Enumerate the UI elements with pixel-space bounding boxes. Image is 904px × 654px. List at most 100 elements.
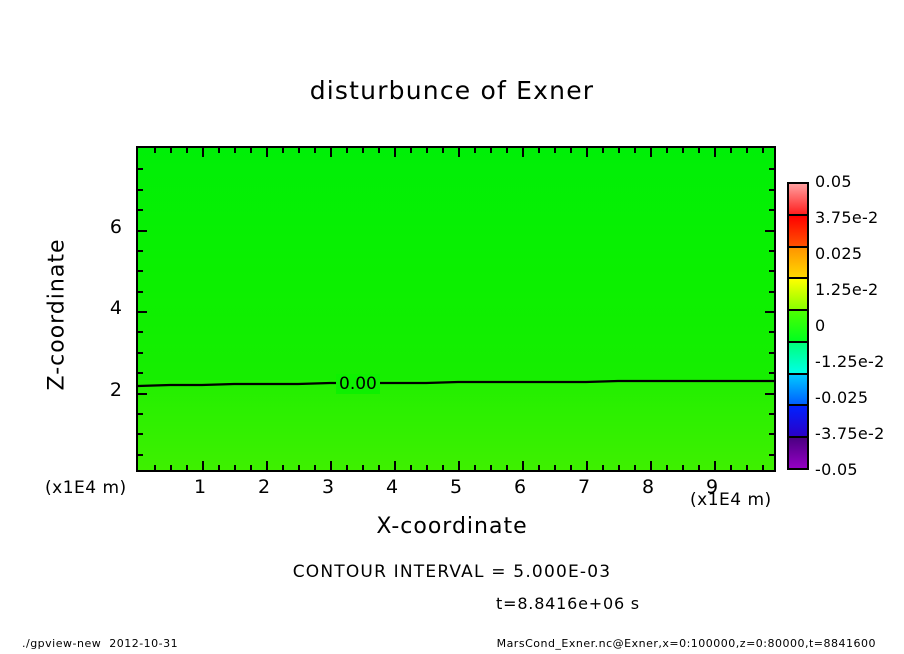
- tick-mark: [202, 461, 204, 470]
- tick-mark: [250, 148, 252, 153]
- tick-mark: [138, 412, 143, 415]
- tick-mark: [765, 311, 774, 313]
- tick-mark: [218, 148, 220, 153]
- colorbar-tick-label: -1.25e-2: [815, 352, 885, 371]
- contour-value-label: 0.00: [336, 374, 380, 394]
- tick-mark: [769, 209, 774, 212]
- colorbar-tick-label: -0.05: [815, 460, 858, 479]
- tick-mark: [362, 465, 364, 470]
- tick-mark: [769, 290, 774, 293]
- tick-mark: [138, 433, 143, 436]
- tick-mark: [138, 311, 147, 313]
- tick-mark: [138, 270, 143, 273]
- tick-mark: [426, 148, 428, 153]
- tick-mark: [554, 465, 556, 470]
- tick-mark: [618, 148, 620, 153]
- tick-mark: [138, 351, 143, 354]
- x-axis-unit-label: (x1E4 m): [690, 490, 772, 510]
- tick-mark: [602, 465, 604, 470]
- colorbar-band: [789, 311, 807, 343]
- tick-mark: [202, 148, 204, 157]
- tick-mark: [714, 148, 716, 157]
- tick-mark: [634, 148, 636, 153]
- tick-mark: [378, 148, 380, 153]
- tick-mark: [442, 148, 444, 153]
- tick-mark: [650, 148, 652, 157]
- tick-mark: [170, 148, 172, 153]
- tick-mark: [282, 465, 284, 470]
- tick-mark: [769, 270, 774, 273]
- tick-mark: [154, 148, 156, 153]
- colorbar-band: [789, 215, 807, 248]
- tick-mark: [730, 148, 732, 153]
- y-tick-label: 2: [109, 378, 122, 401]
- colorbar: [787, 182, 809, 470]
- colorbar-band: [789, 247, 807, 280]
- tick-mark: [490, 465, 492, 470]
- colorbar-tick-labels: 0.05 3.75e-2 0.025 1.25e-2 0 -1.25e-2 -0.025 -3…: [815, 172, 904, 479]
- tick-mark: [769, 453, 774, 456]
- tick-mark: [666, 465, 668, 470]
- tick-mark: [746, 148, 748, 153]
- tick-mark: [765, 392, 774, 395]
- x-tick-label: 4: [385, 476, 399, 498]
- tick-mark: [314, 148, 316, 153]
- tick-mark: [522, 461, 524, 470]
- y-axis-title: Z-coordinate: [44, 238, 70, 391]
- tick-mark: [266, 148, 268, 157]
- footer-dataset-label: MarsCond_Exner.nc@Exner,x=0:100000,z=0:8…: [496, 637, 876, 650]
- tick-mark: [762, 465, 764, 470]
- x-tick-label: 2: [257, 476, 271, 498]
- zero-contour-line: [138, 379, 774, 388]
- y-axis-unit-label: (x1E4 m): [45, 478, 127, 498]
- tick-mark: [138, 229, 147, 232]
- colorbar-band: [789, 406, 807, 439]
- tick-mark: [474, 465, 476, 470]
- tick-mark: [769, 372, 774, 375]
- tick-mark: [538, 148, 540, 153]
- tick-mark: [362, 148, 364, 153]
- tick-mark: [554, 148, 556, 153]
- field-fill-upper: [138, 148, 774, 384]
- tick-mark: [522, 148, 524, 157]
- tick-mark: [138, 331, 143, 334]
- tick-mark: [410, 465, 412, 470]
- tick-mark: [266, 461, 268, 470]
- tick-mark: [138, 188, 143, 191]
- tick-mark: [570, 465, 572, 470]
- y-tick-label: 4: [109, 297, 122, 319]
- tick-mark: [698, 465, 700, 470]
- tick-mark: [170, 465, 172, 470]
- tick-mark: [730, 465, 732, 470]
- tick-mark: [769, 168, 774, 171]
- x-tick-label: 6: [513, 476, 527, 498]
- colorbar-tick-label: 0.05: [815, 172, 852, 191]
- tick-mark: [506, 465, 508, 470]
- tick-mark: [138, 290, 143, 293]
- tick-mark: [330, 461, 332, 470]
- tick-mark: [458, 461, 460, 470]
- tick-mark: [586, 461, 588, 470]
- tick-mark: [769, 351, 774, 354]
- tick-mark: [138, 372, 143, 375]
- colorbar-tick-label: -3.75e-2: [815, 424, 885, 443]
- contour-plot-area: 0.00: [136, 146, 776, 472]
- x-tick-label: 8: [641, 476, 655, 498]
- tick-mark: [394, 461, 396, 470]
- tick-mark: [762, 148, 764, 153]
- tick-mark: [298, 465, 300, 470]
- tick-mark: [186, 465, 188, 470]
- tick-mark: [490, 148, 492, 153]
- x-tick-label: 3: [321, 476, 335, 498]
- colorbar-tick-label: -0.025: [815, 388, 869, 407]
- tick-mark: [346, 465, 348, 470]
- tick-mark: [769, 249, 774, 252]
- contour-interval-annotation: CONTOUR INTERVAL = 5.000E-03: [292, 562, 612, 582]
- colorbar-tick-label: 0.025: [815, 244, 863, 263]
- footer-command-label: ./gpview-new 2012-10-31: [22, 637, 179, 650]
- tick-mark: [602, 148, 604, 153]
- colorbar-tick-label: 1.25e-2: [815, 280, 879, 299]
- tick-mark: [298, 148, 300, 153]
- tick-mark: [474, 148, 476, 153]
